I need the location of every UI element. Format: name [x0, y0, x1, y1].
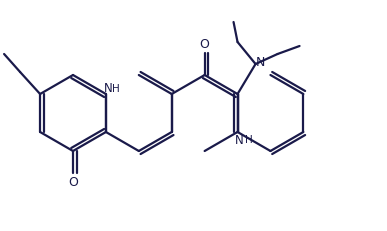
- Text: O: O: [68, 176, 78, 189]
- Text: N: N: [235, 133, 244, 146]
- Text: O: O: [200, 38, 210, 51]
- Text: H: H: [112, 84, 120, 94]
- Text: N: N: [256, 55, 265, 68]
- Text: H: H: [245, 134, 252, 144]
- Text: N: N: [104, 82, 112, 95]
